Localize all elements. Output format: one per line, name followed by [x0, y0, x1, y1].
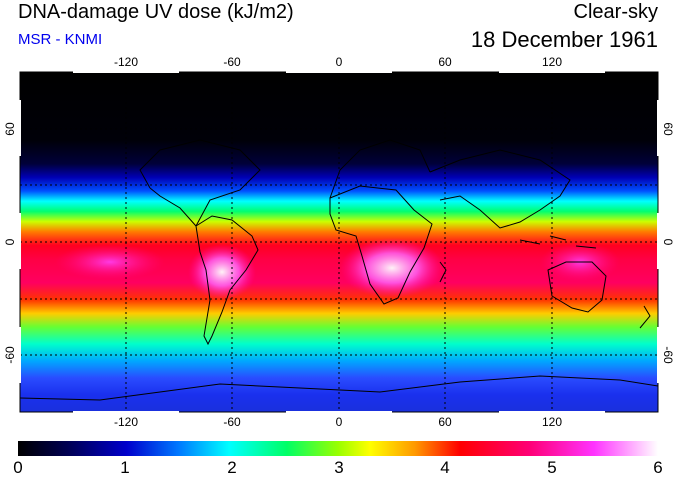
lon-label-top-3: 0: [336, 55, 343, 69]
lat-label-right-3: -60: [661, 346, 675, 364]
coastline-africa: [329, 185, 433, 305]
colorbar-label-6: 6: [653, 458, 663, 477]
coastline-antarctica: [20, 375, 658, 401]
lat-label-left-1: 60: [3, 122, 17, 136]
lon-label-bottom-1: -120: [114, 415, 138, 429]
coastline-australia: [547, 261, 607, 313]
sky-condition-label: Clear-sky: [573, 1, 658, 23]
uv-hotspot-africa: [340, 238, 444, 298]
data-source-label: MSR - KNMI: [18, 31, 103, 48]
colorbar: [18, 441, 658, 456]
graticule: [20, 72, 658, 412]
lon-label-top-1: -120: [114, 55, 138, 69]
lon-label-top-4: 60: [438, 55, 452, 69]
lat-label-right-1: 60: [661, 122, 675, 136]
lon-label-top-5: 120: [542, 55, 562, 69]
colorbar-label-2: 2: [227, 458, 237, 477]
colorbar-label-4: 4: [440, 458, 450, 477]
coastline-madagascar: [439, 261, 447, 283]
coastline-europe: [329, 139, 431, 199]
coastline-south-america: [195, 215, 259, 346]
lon-label-bottom-4: 60: [438, 415, 452, 429]
date-label: 18 December 1961: [470, 27, 658, 52]
colorbar-label-0: 0: [13, 458, 23, 477]
uv-hotspot-pacific: [55, 244, 165, 280]
colorbar-label-5: 5: [547, 458, 557, 477]
coastline-new-zealand: [639, 305, 651, 329]
uv-hotspot-south-america: [188, 244, 256, 300]
lon-label-bottom-2: -60: [223, 415, 241, 429]
frame-tick-bars: [17, 69, 661, 415]
lon-label-bottom-3: 0: [336, 415, 343, 429]
lat-label-right-2: 0: [661, 239, 675, 246]
coastline-asia: [429, 149, 571, 229]
colorbar-label-3: 3: [334, 458, 344, 477]
lon-label-top-2: -60: [223, 55, 241, 69]
chart-title: DNA-damage UV dose (kJ/m2): [18, 1, 294, 23]
lat-label-left-3: -60: [3, 346, 17, 364]
coastlines: [20, 139, 658, 401]
lat-label-left-2: 0: [3, 238, 17, 245]
coastline-north-america: [139, 139, 261, 227]
coastline-central-america: [149, 187, 197, 227]
lon-label-bottom-5: 120: [542, 415, 562, 429]
colorbar-label-1: 1: [120, 458, 130, 477]
